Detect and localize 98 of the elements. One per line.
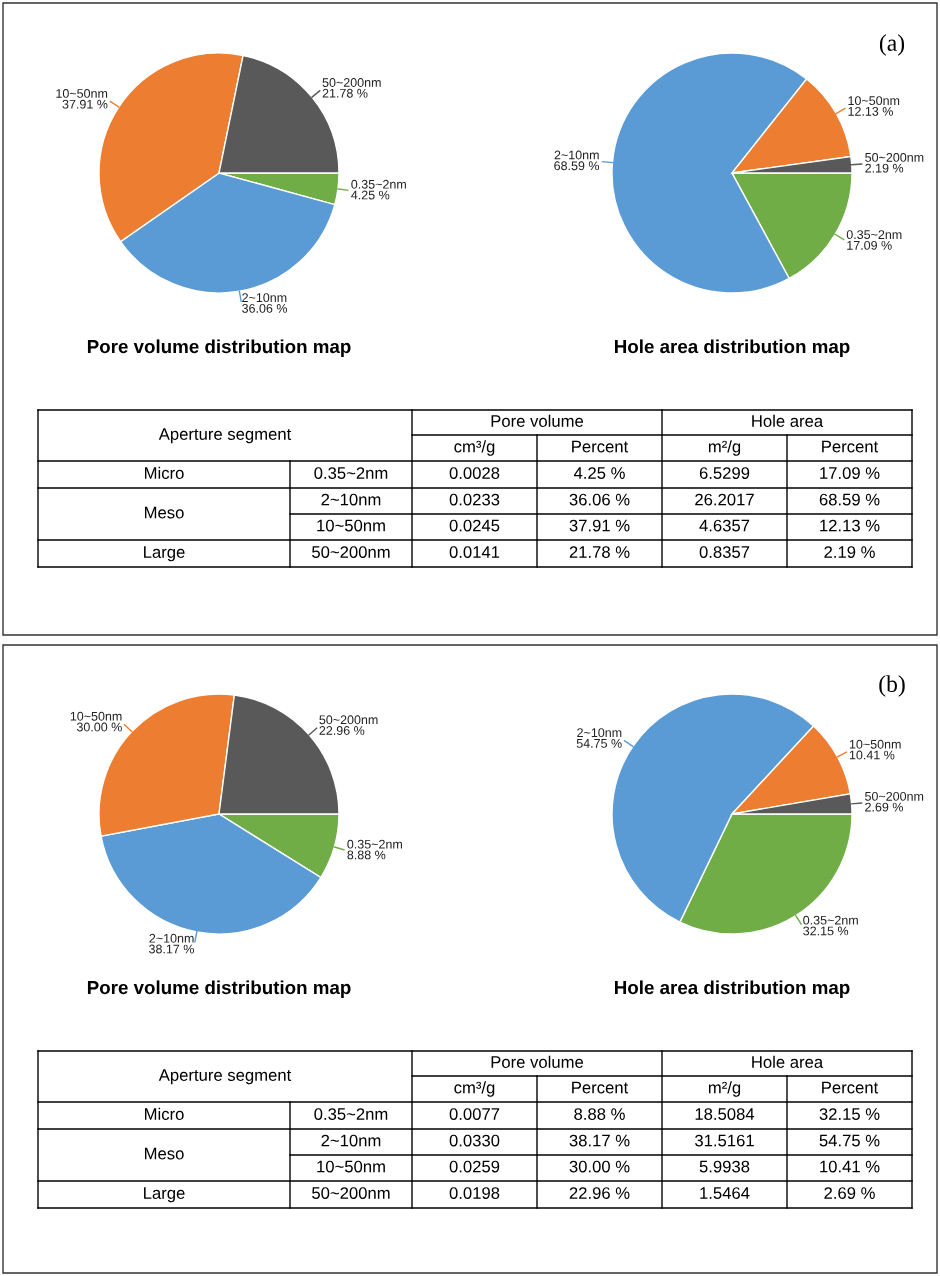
text: 6.5299: [699, 467, 750, 479]
data-label: 36.06 %: [242, 303, 288, 313]
text: 2.69 %: [824, 1187, 875, 1199]
slice-label: 2~10nm: [242, 293, 287, 303]
text: Meso: [144, 506, 184, 519]
data-label: 17.09 %: [847, 240, 892, 250]
text: Large: [144, 1187, 185, 1203]
text: 8.88 %: [574, 1108, 625, 1120]
slice-label: 10~50nm: [848, 96, 900, 106]
text: 54.75 %: [819, 1134, 880, 1147]
data-label: 54.75 %: [576, 739, 622, 748]
text: 0.35~2nm: [314, 1108, 388, 1120]
text: 17.09 %: [820, 467, 880, 479]
text: 10.41 %: [820, 1160, 880, 1173]
text: 21.78 %: [569, 546, 630, 558]
text: Hole area: [752, 1055, 824, 1068]
text: 37.91 %: [569, 519, 630, 532]
text: 32.15 %: [819, 1108, 880, 1120]
slice-label: 0.35~2nm: [846, 230, 902, 240]
text: 31.5161: [695, 1134, 754, 1147]
text: 0.0077: [449, 1108, 500, 1120]
text: 5.9938: [699, 1160, 750, 1173]
data-label: 30.00 %: [76, 722, 122, 732]
text: 0.0233: [449, 493, 500, 506]
text: 50~200nm: [312, 1187, 390, 1199]
text: 38.17 %: [569, 1134, 630, 1147]
data-label: 68.59 %: [554, 161, 600, 171]
data-label: 38.17 %: [149, 944, 194, 954]
text: 0.0141: [449, 546, 500, 558]
text: 18.5084: [695, 1108, 755, 1120]
text: 2~10nm: [321, 493, 381, 506]
text: Pore volume: [491, 414, 584, 427]
data-label: 4.25 %: [351, 190, 390, 200]
text: Meso: [144, 1147, 184, 1160]
text: 0.0028: [449, 467, 500, 479]
text: Hole area: [752, 414, 824, 427]
text: Micro: [145, 1107, 184, 1120]
text: 68.59 %: [819, 493, 880, 506]
slice-label: 2~10nm: [554, 150, 599, 160]
text: Percent: [572, 440, 629, 453]
text: cm³/g: [454, 440, 495, 456]
text: Micro: [145, 466, 184, 479]
text: 12.13 %: [820, 519, 880, 532]
slice-label: 2~10nm: [149, 933, 194, 943]
data-label: 2.19 %: [865, 163, 904, 173]
text: 2.19 %: [824, 546, 875, 558]
text: cm³/g: [454, 1081, 495, 1097]
text: m²/g: [708, 440, 741, 456]
text: 0.0330: [449, 1134, 500, 1147]
data-label: 10.41 %: [849, 750, 895, 760]
data-label: 32.15 %: [803, 926, 849, 936]
data-label: 2.69 %: [865, 802, 903, 812]
text: 30.00 %: [569, 1160, 630, 1173]
text: Percent: [572, 1081, 629, 1094]
text: m²/g: [708, 1081, 741, 1097]
slice-label: 10~50nm: [56, 89, 108, 98]
text: 10~50nm: [317, 519, 385, 532]
text: 0.8357: [699, 546, 750, 558]
text: 2~10nm: [321, 1134, 381, 1147]
data-label: 22.96 %: [319, 726, 365, 735]
text: Hole area distribution map: [615, 339, 850, 357]
slice-label: 0.35~2nm: [803, 915, 858, 925]
text: 26.2017: [695, 493, 754, 506]
text: Large: [144, 546, 185, 562]
data-label: 12.13 %: [848, 106, 893, 116]
text: Aperture segment: [158, 1069, 292, 1085]
text: 0.0198: [449, 1187, 500, 1199]
text: Hole area distribution map: [615, 980, 850, 998]
data-label: 8.88 %: [347, 850, 386, 860]
slice-label: 0.35~2nm: [347, 839, 402, 849]
text: 1.5464: [700, 1187, 750, 1199]
text: 4.25 %: [573, 467, 625, 479]
slice-label: 50~200nm: [319, 715, 378, 725]
text: Aperture segment: [158, 428, 292, 444]
text: Percent: [822, 440, 879, 453]
text: (b): [879, 675, 905, 697]
text: 22.96 %: [569, 1187, 630, 1199]
slice-label: 50~200nm: [865, 152, 924, 162]
data-label: 21.78 %: [322, 88, 368, 98]
text: 50~200nm: [312, 546, 390, 558]
text: Pore volume: [491, 1055, 584, 1068]
slice-label: 50~200nm: [865, 791, 924, 801]
slice-label: 0.35~2nm: [351, 179, 406, 189]
text: Pore volume distribution map: [87, 339, 351, 357]
text: 0.0245: [449, 519, 500, 532]
text: 0.35~2nm: [314, 467, 388, 479]
text: (a): [879, 34, 905, 56]
text: 4.6357: [699, 519, 750, 532]
slice-label: 50~200nm: [322, 78, 381, 87]
text: Pore volume distribution map: [87, 980, 351, 998]
slice-label: 2~10nm: [577, 728, 622, 738]
text: 10~50nm: [317, 1160, 385, 1173]
data-label: 37.91 %: [62, 99, 108, 109]
slice-label: 10~50nm: [849, 739, 901, 749]
text: 36.06 %: [569, 493, 630, 506]
text: Percent: [822, 1081, 879, 1094]
slice-label: 10~50nm: [70, 711, 122, 721]
text: 0.0259: [449, 1160, 500, 1173]
